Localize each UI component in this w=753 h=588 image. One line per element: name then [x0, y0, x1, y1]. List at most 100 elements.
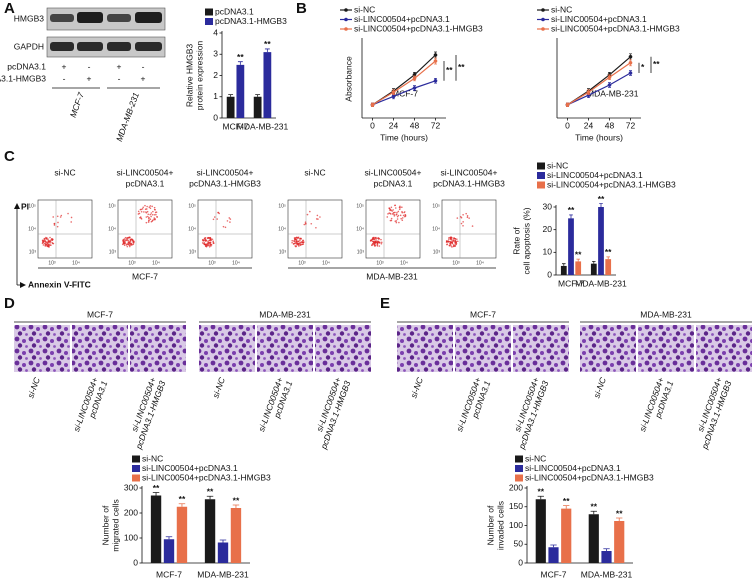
micrograph-label: si-NC: [210, 375, 227, 399]
group-label: MDA-MB-231: [259, 309, 311, 319]
flow-y-tick: 10³: [433, 249, 441, 255]
flow-x-tick: 10³: [298, 260, 306, 266]
micrograph-label: si-LINC00504+pcDNA3.1: [71, 376, 109, 433]
flow-dot: [374, 240, 376, 243]
condition-label: pcDNA3.1-HMGB3: [0, 73, 46, 83]
flow-dot: [374, 237, 377, 239]
significance: **: [563, 496, 570, 506]
error-bar: [563, 505, 570, 509]
cell-line-label: MDA-MB-231: [114, 91, 141, 143]
flow-dot: [151, 205, 153, 208]
bar: [253, 96, 262, 118]
flow-dot: [203, 242, 206, 244]
flow-dot: [462, 225, 464, 227]
y-tick-label: 50: [514, 539, 524, 549]
flow-dot: [468, 217, 470, 219]
legend-swatch: [537, 172, 545, 179]
flow-dot: [393, 215, 396, 217]
x-tick-label: MCF-7: [156, 569, 182, 579]
legend-label: si-LINC00504+pcDNA3.1: [525, 463, 621, 473]
flow-dot: [299, 243, 302, 246]
bar: [176, 506, 188, 563]
flow-dot: [141, 208, 144, 210]
flow-dot: [393, 211, 395, 214]
x-tick-label: 0: [370, 120, 375, 130]
flow-dot: [145, 216, 148, 218]
error-bar: [237, 61, 243, 65]
error-bar: [228, 94, 234, 97]
y-tick-label: 30: [543, 201, 553, 211]
flow-dot: [128, 236, 131, 239]
flow-dot: [217, 211, 219, 214]
micrograph: [455, 325, 511, 372]
flow-dot: [218, 212, 221, 215]
flow-dot: [57, 221, 59, 224]
flow-plot: [37, 199, 93, 259]
flow-dot: [300, 238, 303, 240]
y-tick-label: 0: [213, 112, 218, 122]
flow-dot: [466, 215, 469, 217]
flow-dot: [208, 239, 210, 242]
flow-y-tick: 10³: [29, 249, 37, 255]
cell-line-label-line: MCF-7: [68, 91, 86, 119]
flow-dot: [153, 213, 156, 216]
flow-dot: [50, 239, 52, 241]
flow-dot: [137, 210, 140, 213]
condition-sign: +: [87, 73, 92, 83]
flow-dot: [376, 242, 379, 244]
flow-dot: [150, 212, 153, 214]
flow-y-tick: 10⁵: [278, 203, 286, 209]
cell-line-label-line: MDA-MB-231: [114, 91, 141, 143]
micrograph-label-line: si-NC: [210, 375, 227, 399]
condition-sign: -: [88, 61, 91, 71]
legend-label: si-LINC00504+pcDNA3.1-HMGB3: [142, 472, 271, 482]
flow-dot: [129, 239, 132, 241]
flow-dot: [378, 241, 381, 244]
flow-dot: [147, 221, 150, 223]
legend-swatch: [205, 8, 213, 16]
flow-dot: [396, 215, 399, 218]
legend-swatch: [132, 465, 140, 472]
flow-dot: [456, 238, 458, 241]
flow-dot: [380, 238, 382, 241]
flow-dot: [399, 214, 402, 217]
flow-dot: [44, 243, 47, 245]
point: [391, 90, 396, 94]
flow-dot: [304, 221, 307, 224]
flow-dot: [49, 236, 51, 239]
y-axis-title: Absorbance: [343, 56, 353, 102]
axis-title: PI: [21, 201, 29, 211]
point: [586, 90, 591, 94]
flow-dot: [205, 245, 208, 248]
flow-dot: [302, 239, 305, 242]
flow-y-tick: 10⁴: [278, 226, 286, 232]
flow-dot: [401, 210, 403, 213]
flow-plot: [287, 199, 343, 259]
error-bar: [562, 263, 566, 266]
legend-label: si-NC: [551, 4, 572, 14]
flow-dot: [295, 238, 297, 241]
legend-swatch: [344, 17, 348, 22]
flow-dot: [452, 244, 455, 246]
micrograph: [257, 325, 313, 372]
bar: [560, 265, 567, 275]
flow-dot: [370, 239, 372, 242]
series-line: [372, 60, 436, 106]
flow-condition-label: pcDNA3.1: [374, 178, 413, 188]
flow-dot: [126, 245, 129, 248]
bar: [588, 514, 599, 563]
micrograph-label: si-NC: [25, 375, 42, 399]
flow-dot: [298, 242, 301, 244]
error-bar: [550, 544, 557, 548]
flow-dot: [459, 216, 462, 218]
flow-dot: [401, 206, 403, 208]
flow-x-tick: 10³: [376, 260, 384, 266]
flow-dot: [291, 239, 294, 242]
flow-y-tick: 10⁵: [108, 203, 116, 209]
flow-dot: [46, 237, 48, 239]
flow-dot: [202, 239, 204, 242]
flow-dot: [224, 226, 227, 229]
flow-dot: [299, 239, 301, 242]
flow-dot: [148, 206, 151, 208]
y-axis-title: migrated cells: [110, 499, 120, 551]
